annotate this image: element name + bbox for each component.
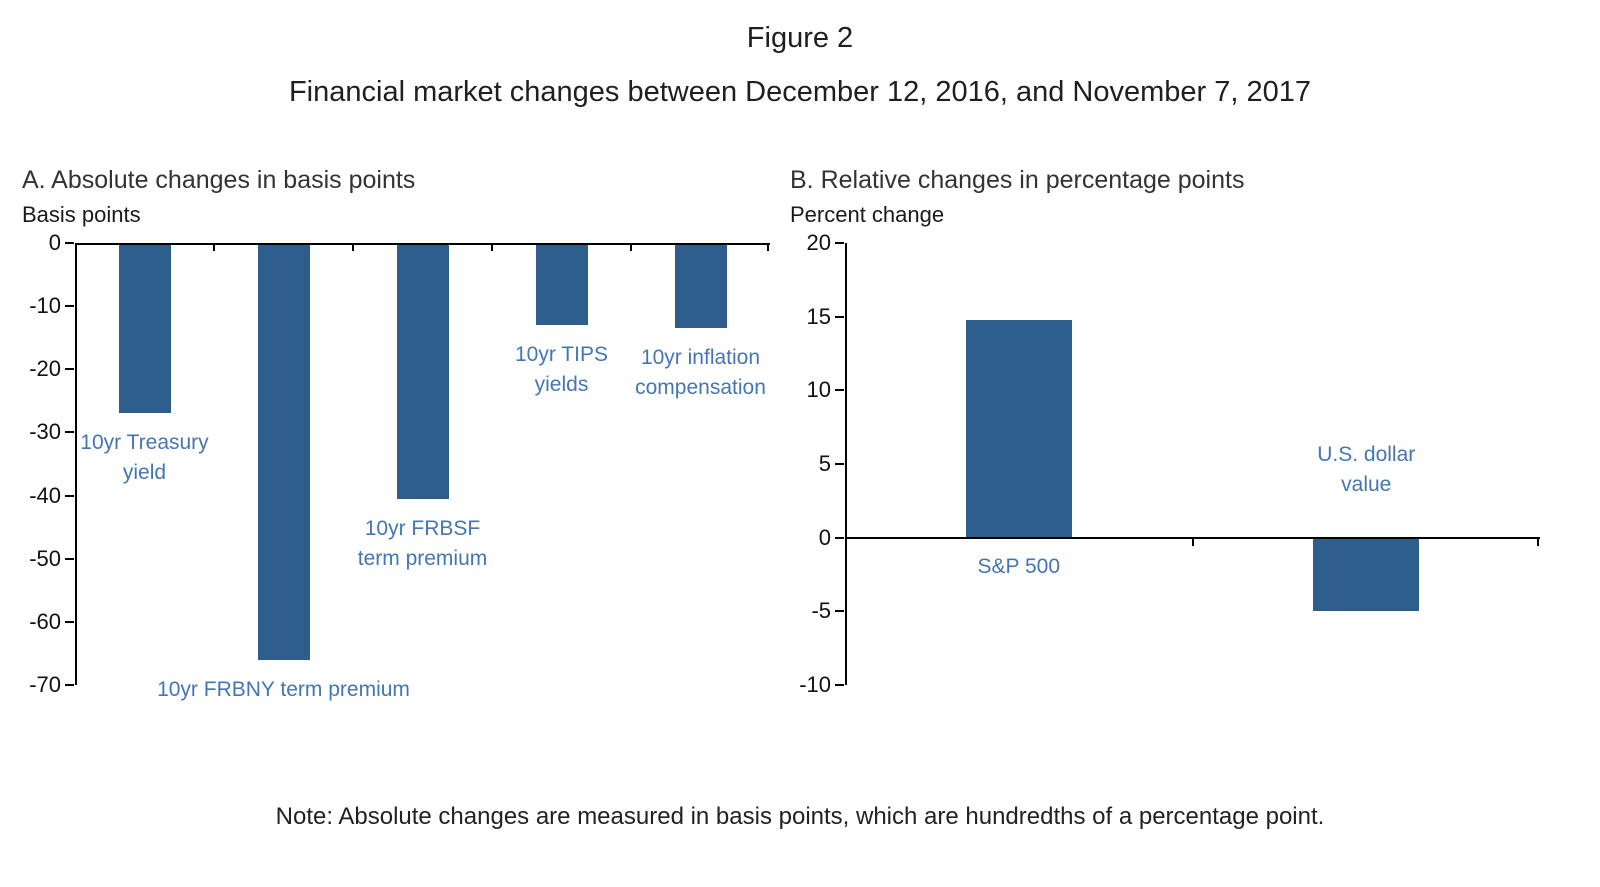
bar-label-line: compensation [635,376,766,400]
panel-b-plot: 20 15 10 5 0 -5 -10 S&P 500 U.S. dollar value [799,230,1540,697]
panel-b-title: B. Relative changes in percentage points [790,166,1245,194]
panel-a-plot: 0 -10 -20 -30 -40 -50 -60 -70 10yr Treasury yield… [29,230,770,701]
x-axis-tick [75,244,77,251]
bar-1 [118,243,171,414]
figure-title: Figure 2 [746,22,854,54]
bar-label-line: value [1341,472,1392,496]
bar-1 [965,319,1072,538]
y-axis-tick [65,368,74,371]
bar-label-4: 10yr TIPS yields [412,340,712,400]
y-axis-tick-label: 0 [818,524,831,550]
y-axis-tick [835,684,844,686]
x-axis-tick [491,244,493,251]
bar-label-line: U.S. dollar [1317,442,1416,466]
y-axis-tick [65,557,74,560]
y-axis-tick [65,305,74,308]
y-axis-tick-label: -5 [811,598,831,624]
y-axis-tick-label: 5 [818,451,831,476]
x-axis-tick [213,244,215,251]
bar-label-line: term premium [357,546,488,570]
bar-2 [1313,537,1420,612]
y-axis-tick-label: 20 [806,230,831,255]
y-axis-tick-label: 0 [48,230,61,255]
bar-label-line: yield [122,461,167,485]
panel-b-y-axis-line [845,243,847,685]
bar-label-1: S&P 500 [869,552,1169,582]
bar-label-2: 10yr FRBNY term premium [134,675,434,705]
bar-label-line: 10yr Treasury [80,431,209,455]
bar-3 [396,243,449,499]
x-axis-tick [352,244,354,251]
bar-label-line: 10yr FRBNY term premium [157,677,410,701]
y-axis-tick [835,536,844,539]
y-axis-tick [835,463,844,465]
y-axis-tick [65,431,74,434]
figure-note: Note: Absolute changes are measured in b… [275,803,1325,830]
y-axis-tick-label: -60 [29,608,61,634]
bar-label-1: 10yr Treasury yield [0,428,295,488]
bar-label-3: 10yr FRBSF term premium [273,514,573,574]
x-axis-tick [1191,538,1194,546]
bar-label-line: 10yr inflation [640,346,761,370]
bar-label-line: S&P 500 [977,554,1060,578]
y-axis-tick [65,684,74,686]
x-axis-tick [767,244,769,251]
panel-b-y-axis-label: Percent change [790,202,945,227]
y-axis-tick-label: -20 [29,356,61,382]
y-axis-tick [65,242,74,244]
panel-a-title: A. Absolute changes in basis points [22,166,416,194]
bar-label-5: 10yr inflation compensation [551,343,851,403]
y-axis-tick-label: -30 [29,419,61,445]
bar-4 [535,243,588,326]
y-axis-tick-label: 15 [806,303,831,329]
y-axis-tick-label: -70 [29,672,61,697]
x-axis-tick [845,538,847,546]
panel-a-y-axis-line [75,243,77,685]
x-axis-tick [630,244,632,251]
bar-label-2: U.S. dollar value [1216,440,1516,500]
panel-a-y-axis-label: Basis points [22,202,141,227]
y-axis-tick-label: -10 [29,293,61,319]
y-axis-tick [65,494,74,497]
bar-2 [257,243,310,660]
x-axis-tick [1537,538,1539,546]
y-axis-tick-label: -50 [29,545,61,571]
bar-label-line: 10yr FRBSF [364,516,481,540]
y-axis-tick-label: 10 [806,377,831,403]
x-axis-zero-line [845,536,1540,539]
y-axis-tick-label: -10 [799,672,831,697]
bar-5 [674,243,727,329]
y-axis-tick [65,620,74,623]
bar-label-line: yields [534,373,589,397]
y-axis-tick [835,610,844,613]
bar-label-line: 10yr TIPS [515,343,608,367]
y-axis-tick-label: -40 [29,482,61,508]
y-axis-tick [835,242,844,244]
y-axis-tick [835,389,844,392]
figure-subtitle: Financial market changes between Decembe… [288,76,1312,108]
y-axis-tick [835,315,844,318]
x-axis-zero-line [75,243,770,245]
